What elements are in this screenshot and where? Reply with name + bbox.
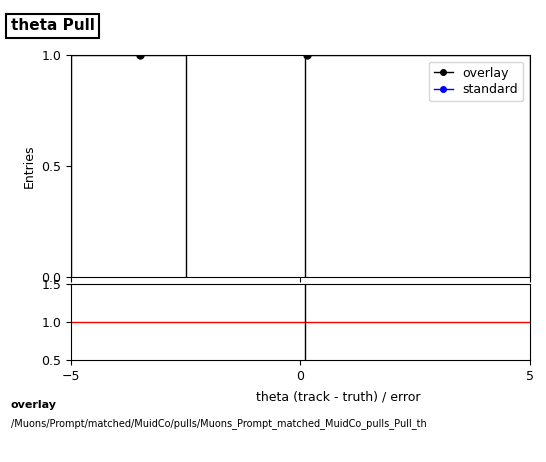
Text: theta (track - truth) / error: theta (track - truth) / error [256, 390, 421, 403]
Text: /Muons/Prompt/matched/MuidCo/pulls/Muons_Prompt_matched_MuidCo_pulls_Pull_th: /Muons/Prompt/matched/MuidCo/pulls/Muons… [11, 418, 426, 429]
Text: theta Pull: theta Pull [11, 18, 95, 33]
Text: overlay: overlay [11, 400, 57, 410]
Legend: overlay, standard: overlay, standard [429, 62, 524, 102]
Y-axis label: Entries: Entries [23, 145, 35, 188]
